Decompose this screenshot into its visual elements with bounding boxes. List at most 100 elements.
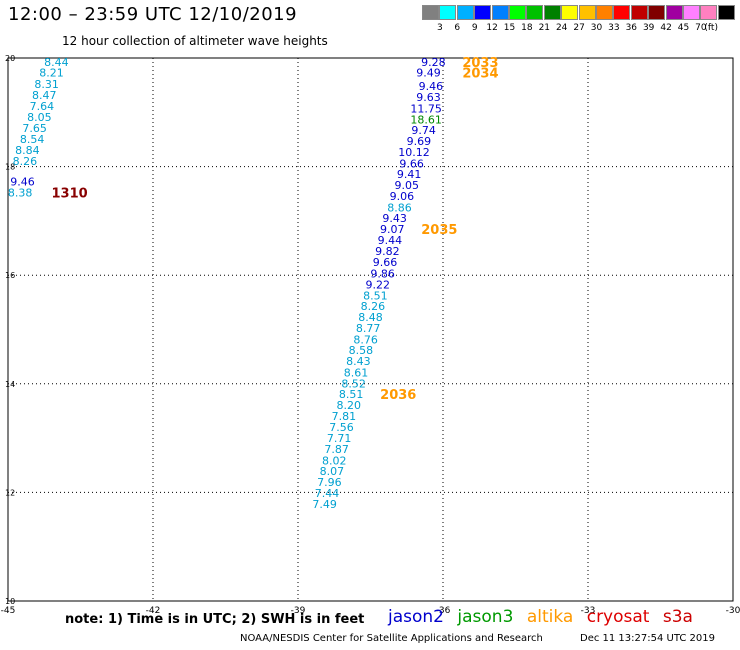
wave-height-label: 9.28 [421,56,446,69]
colorbar-label: 21 [538,23,551,33]
wave-height-label: 8.02 [322,454,347,467]
colorbar-label: 36 [625,23,638,33]
wave-height-label: 8.51 [339,388,364,401]
wave-height-label: 9.63 [416,91,441,104]
colorbar-swatch [700,5,718,20]
pass-number-label: 2033 [462,56,498,71]
x-tick-label: -30 [726,606,740,616]
x-tick-label: -33 [581,606,596,616]
colorbar-swatch [665,5,683,20]
footer-timestamp: Dec 11 13:27:54 UTC 2019 [580,633,715,644]
wave-height-label: 9.69 [407,135,432,148]
pass-number-label: 2036 [380,388,416,403]
y-tick-label: 20 [5,54,15,63]
y-tick-label: 16 [5,271,15,280]
pass-number-label: 1310 [52,187,88,202]
colorbar-swatch [578,5,596,20]
wave-height-label: 9.46 [419,80,444,93]
colorbar-swatch [456,5,474,20]
colorbar-swatch [561,5,579,20]
wave-height-label: 7.87 [324,443,349,456]
colorbar-swatch [422,5,439,20]
wave-height-label: 9.66 [373,256,398,269]
wave-height-label: 10.12 [398,146,430,159]
colorbar-swatch [491,5,509,20]
wave-height-label: 8.58 [349,344,374,357]
colorbar-label: 3 [437,23,443,33]
chart-title: 12:00 – 23:59 UTC 12/10/2019 [8,4,298,25]
colorbar-label: 15 [503,23,516,33]
wave-height-label: 8.61 [344,366,369,379]
wave-height-label: 9.06 [390,190,415,203]
colorbar-label: 27 [573,23,585,33]
y-tick-label: 12 [5,488,15,497]
wave-height-label: 18.61 [410,113,442,126]
colorbar-label: 24 [555,23,568,33]
wave-height-label: 7.64 [30,100,55,113]
wave-height-label: 8.47 [32,89,57,102]
plot-frame [7,57,734,602]
wave-height-label: 8.43 [346,355,371,368]
wave-height-label: 8.20 [337,399,362,412]
pass-number-label: 2035 [421,223,457,238]
wave-height-label: 8.07 [320,465,345,478]
colorbar-label: 39 [642,23,655,33]
colorbar-swatch [474,5,492,20]
wave-height-label: 8.31 [34,78,59,91]
x-tick-label: -45 [1,606,16,616]
wave-height-label: 7.49 [312,498,337,511]
wave-height-label: 8.77 [356,322,381,335]
wave-height-label: 8.21 [39,67,64,80]
wave-height-label: 9.86 [370,268,395,281]
wave-height-label: 11.75 [410,102,442,115]
wave-height-label: 7.71 [327,432,352,445]
colorbar-label: 42 [660,23,672,33]
wave-height-label: 9.44 [378,234,403,247]
pass-number-label: 2034 [462,67,498,82]
wave-height-label: 8.51 [363,289,388,302]
legend-cryosat: cryosat [586,607,650,627]
wave-height-label: 8.52 [341,377,366,390]
x-tick-label: -36 [436,606,451,616]
wave-height-label: 9.74 [411,124,436,137]
legend-jason3: jason3 [457,607,514,627]
colorbar-swatch [630,5,648,20]
wave-height-label: 9.49 [416,67,441,80]
colorbar-swatch [596,5,613,20]
wave-height-label: 8.84 [15,144,40,157]
wave-height-label: 9.43 [382,212,407,225]
wave-height-label: 8.48 [358,311,383,324]
chart-subtitle: 12 hour collection of altimeter wave hei… [62,34,328,48]
wave-height-label: 8.05 [27,111,52,124]
wave-height-label: 9.22 [366,278,391,291]
wave-height-label: 9.07 [380,223,405,236]
colorbar-label: 6 [454,23,461,33]
chart-note: note: 1) Time is in UTC; 2) SWH is in fe… [65,612,365,627]
colorbar-label: 70 [695,23,707,33]
colorbar-swatch [543,5,561,20]
wave-height-label: 8.76 [353,333,378,346]
legend-altika: altika [526,607,574,627]
wave-height-label: 8.86 [387,201,412,214]
colorbar-swatch [717,5,735,20]
colorbar-label: 30 [590,23,603,33]
x-tick-label: -42 [146,606,161,616]
wave-height-label: 8.26 [13,155,38,168]
colorbar-swatch [439,5,457,20]
colorbar-swatch [526,5,544,20]
colorbar-label: 18 [521,23,533,33]
colorbar-swatch [683,5,700,20]
legend-jason2: jason2 [388,607,444,627]
x-tick-label: -39 [291,606,306,616]
y-tick-label: 18 [5,163,15,172]
wave-height-label: 7.65 [22,122,47,135]
wave-height-label: 8.54 [20,133,45,146]
wave-height-label: 7.96 [317,476,342,489]
wave-height-label: 8.38 [8,187,33,200]
colorbar-label: 9 [471,23,478,33]
wave-height-label: 9.46 [10,175,35,188]
wave-height-label: 9.41 [397,168,422,181]
footer-credit: NOAA/NESDIS Center for Satellite Applica… [240,633,543,644]
wave-height-label: 9.82 [375,245,400,258]
